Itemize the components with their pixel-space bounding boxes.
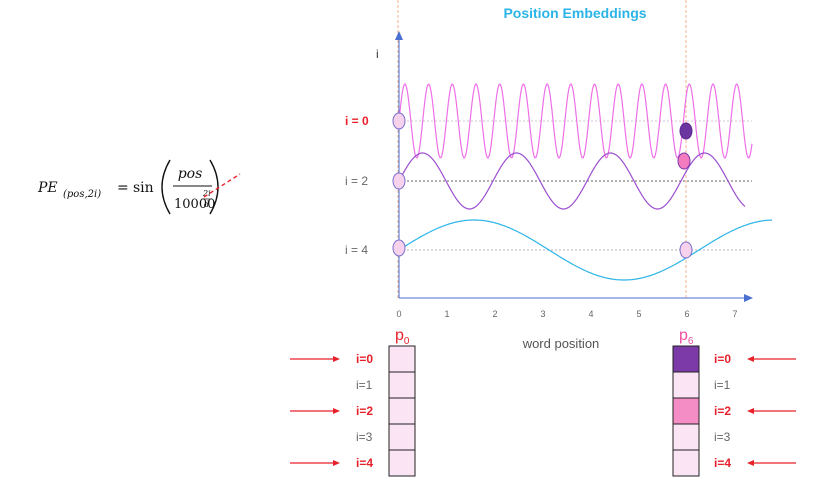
pointer-arrowhead	[333, 460, 340, 466]
vector-row-label: i=4	[356, 456, 373, 470]
vector-p0-label: p0	[395, 327, 410, 347]
wave-i0	[398, 83, 753, 159]
vector-cell	[672, 371, 700, 399]
vector-row-label: i=3	[356, 430, 373, 444]
x-tick-label: 6	[684, 309, 689, 319]
pointer-arrowhead	[333, 408, 340, 414]
x-tick-label: 4	[588, 309, 593, 319]
vector-cell	[388, 397, 416, 425]
marker-pos6-i4	[679, 241, 693, 259]
vector-cell	[388, 423, 416, 451]
vector-row-label: i=2	[356, 404, 373, 418]
x-tick-label: 1	[444, 309, 449, 319]
vector-p0: p0 i=0 i=1 i=2 i=3 i=4	[290, 327, 416, 477]
formula: PE (pos,2i) = sin pos 10000 2i d	[37, 159, 219, 215]
vector-row-label: i=1	[356, 378, 373, 392]
vector-p6: p6 i=0 i=1 i=2 i=3 i=4	[672, 327, 796, 477]
vector-row-label: i=4	[714, 456, 731, 470]
formula-lhs: PE	[37, 180, 58, 196]
vector-cell	[672, 345, 700, 373]
formula-equals: =	[117, 180, 129, 196]
marker-pos0-i4	[392, 239, 406, 257]
x-tick-label: 2	[492, 309, 497, 319]
row-label-i0: i = 0	[345, 114, 369, 128]
x-tick-label: 5	[636, 309, 641, 319]
vector-row-label: i=0	[714, 352, 731, 366]
marker-pos0-i0	[392, 112, 406, 130]
vector-cell	[672, 449, 700, 477]
formula-denominator: 10000	[174, 197, 215, 212]
row-label-i4: i = 4	[345, 243, 368, 257]
vector-row-label: i=3	[714, 430, 731, 444]
vector-cell	[388, 371, 416, 399]
formula-right-paren	[209, 159, 219, 215]
formula-left-paren	[161, 159, 171, 215]
pointer-arrowhead	[747, 460, 754, 466]
wave-i2	[398, 152, 746, 210]
formula-pointer-dashed-line	[203, 173, 241, 198]
formula-sin: sin	[133, 180, 154, 196]
formula-numerator: pos	[178, 166, 203, 182]
y-axis-arrowhead	[395, 31, 403, 40]
vector-row-label: i=1	[714, 378, 731, 392]
marker-pos0-i2	[392, 172, 406, 190]
marker-pos6-i0	[679, 122, 693, 140]
row-label-i2: i = 2	[345, 174, 368, 188]
x-tick-label: 7	[732, 309, 737, 319]
formula-lhs-subscript: (pos,2i)	[63, 189, 101, 200]
y-axis-label: i	[376, 47, 379, 61]
formula-exponent-numerator: 2i	[202, 189, 211, 198]
wave-i4	[398, 219, 773, 281]
vector-row-label: i=2	[714, 404, 731, 418]
vector-p6-label: p6	[679, 327, 694, 347]
x-axis-label: word position	[522, 336, 600, 351]
x-tick-label: 3	[540, 309, 545, 319]
pointer-arrowhead	[747, 356, 754, 362]
pointer-arrowhead	[747, 408, 754, 414]
x-axis-arrowhead	[744, 294, 753, 302]
vector-cell	[672, 423, 700, 451]
vector-cell	[388, 345, 416, 373]
formula-exponent-denominator: d	[204, 200, 209, 209]
pointer-arrowhead	[333, 356, 340, 362]
marker-pos6-i2	[677, 152, 691, 170]
x-tick-labels: 0 1 2 3 4 5 6 7	[396, 309, 737, 319]
vector-row-label: i=0	[356, 352, 373, 366]
vector-cell	[672, 397, 700, 425]
x-tick-label: 0	[396, 309, 401, 319]
vector-cell	[388, 449, 416, 477]
diagram-title: Position Embeddings	[503, 5, 646, 21]
